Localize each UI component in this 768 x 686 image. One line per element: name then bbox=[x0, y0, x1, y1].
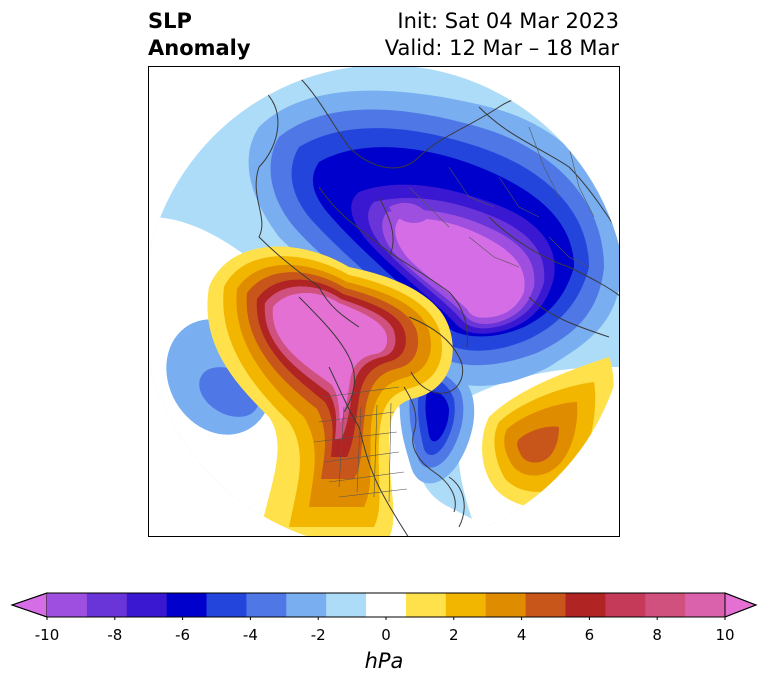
colorbar-extend-max-arrow bbox=[724, 592, 758, 618]
colorbar-segment bbox=[366, 593, 407, 617]
colorbar-segment bbox=[525, 593, 566, 617]
negative-anomaly-eurasia bbox=[248, 90, 619, 386]
colorbar-tick-label: -10 bbox=[34, 626, 60, 644]
variable-title-line1: SLP bbox=[148, 9, 192, 33]
colorbar-segment bbox=[405, 593, 447, 617]
colorbar-unit-label: hPa bbox=[364, 649, 404, 673]
colorbar-segment bbox=[645, 593, 686, 617]
colorbar-tick-label: 8 bbox=[652, 626, 662, 644]
colorbar-tick-label: -2 bbox=[310, 626, 326, 644]
colorbar bbox=[10, 592, 758, 620]
colorbar-segment bbox=[445, 593, 487, 617]
colorbar-segment bbox=[565, 593, 606, 617]
colorbar-segment bbox=[47, 593, 88, 617]
map-panel bbox=[148, 66, 620, 537]
colorbar-tick-label: -8 bbox=[107, 626, 123, 644]
colorbar-extend-min-arrow bbox=[10, 592, 48, 618]
variable-title: SLP Anomaly bbox=[148, 8, 251, 62]
positive-anomaly-north-america bbox=[207, 246, 453, 536]
colorbar-tick-label: 4 bbox=[516, 626, 527, 644]
colorbar-tick-label: 6 bbox=[584, 626, 595, 644]
variable-title-line2: Anomaly bbox=[148, 36, 251, 60]
colorbar-segment bbox=[286, 593, 327, 617]
valid-date: Valid: 12 Mar – 18 Mar bbox=[384, 36, 619, 60]
colorbar-segment bbox=[485, 593, 527, 617]
colorbar-tick-label: -4 bbox=[242, 626, 258, 644]
colorbar-tick-label: 2 bbox=[449, 626, 459, 644]
colorbar-segment bbox=[86, 593, 128, 617]
slp-anomaly-map bbox=[149, 67, 619, 536]
country-borders bbox=[313, 126, 595, 503]
colorbar-segment bbox=[206, 593, 247, 617]
init-date: Init: Sat 04 Mar 2023 bbox=[397, 9, 619, 33]
colorbar-tick-label: 0 bbox=[381, 626, 391, 644]
colorbar-tick-label: 10 bbox=[715, 626, 735, 644]
colorbar-segment bbox=[326, 593, 367, 617]
colorbar-segment bbox=[166, 593, 208, 617]
colorbar-segment bbox=[685, 593, 726, 617]
colorbar-tick-label: -6 bbox=[175, 626, 191, 644]
colorbar-segment bbox=[126, 593, 168, 617]
colorbar-segment bbox=[246, 593, 287, 617]
colorbar-segment bbox=[605, 593, 646, 617]
date-title: Init: Sat 04 Mar 2023 Valid: 12 Mar – 18… bbox=[385, 8, 619, 62]
